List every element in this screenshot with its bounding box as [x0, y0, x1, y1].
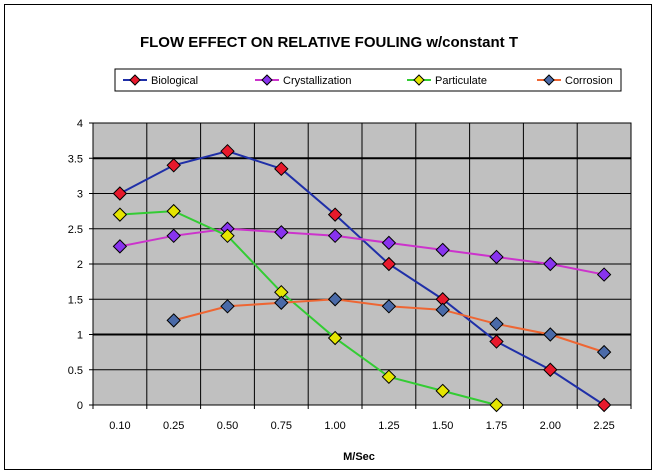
data-point	[489, 397, 504, 413]
data-point	[435, 383, 450, 399]
data-point	[327, 292, 343, 307]
data-point	[543, 327, 558, 342]
x-tick-label: 1.75	[486, 420, 507, 432]
x-tick-label: 1.25	[378, 420, 399, 432]
x-tick-label: 1.50	[432, 420, 453, 432]
chart-frame: FLOW EFFECT ON RELATIVE FOULING w/consta…	[4, 4, 652, 470]
data-point	[166, 313, 181, 328]
data-point	[543, 362, 558, 377]
data-point	[489, 334, 504, 349]
data-point	[489, 316, 504, 332]
legend-entry-corrosion: Corrosion	[537, 74, 613, 87]
y-tick-label: 3	[77, 189, 83, 201]
data-point	[596, 344, 612, 360]
y-tick-label: 4	[77, 118, 83, 130]
data-point	[596, 267, 612, 282]
legend: Biological Crystallization Particulate Corr…	[114, 68, 622, 92]
x-tick-label: 2.25	[593, 420, 614, 432]
legend-entry-crystallization: Crystallization	[255, 74, 351, 87]
data-point	[220, 228, 235, 244]
data-point	[274, 225, 289, 240]
legend-entry-particulate: Particulate	[407, 74, 487, 87]
chart-title: FLOW EFFECT ON RELATIVE FOULING w/consta…	[140, 34, 518, 51]
x-tick-label: 0.10	[109, 420, 130, 432]
x-tick-label: 0.50	[217, 420, 238, 432]
data-point	[435, 242, 450, 258]
series-biological	[112, 143, 612, 413]
data-point	[327, 330, 343, 346]
x-tick-label: 2.00	[540, 420, 561, 432]
series-line	[119, 210, 497, 406]
legend-label: Corrosion	[565, 75, 613, 87]
y-tick-label: 1	[77, 330, 83, 342]
y-tick-label: 1.5	[68, 294, 83, 306]
legend-marker	[129, 74, 141, 86]
data-point	[166, 158, 181, 173]
data-point	[112, 239, 128, 254]
data-point	[381, 299, 397, 314]
legend-label: Particulate	[435, 75, 487, 87]
data-point	[166, 228, 181, 244]
data-point	[489, 249, 504, 265]
x-tick-label: 0.75	[271, 420, 292, 432]
series-particulate	[112, 203, 504, 413]
legend-label: Crystallization	[283, 75, 351, 87]
chart-svg: FLOW EFFECT ON RELATIVE FOULING w/consta…	[68, 34, 632, 463]
data-point	[274, 295, 289, 310]
data-point	[112, 207, 128, 222]
x-tick-label: 0.25	[163, 420, 184, 432]
legend-marker	[261, 74, 273, 86]
data-point	[220, 143, 235, 159]
data-point	[596, 397, 612, 413]
data-point	[327, 228, 343, 244]
y-tick-label: 3.5	[68, 153, 83, 165]
y-tick-label: 0.5	[68, 365, 83, 377]
data-point	[327, 207, 343, 222]
legend-entry-biological: Biological	[123, 74, 198, 87]
data-point	[274, 161, 289, 177]
x-tick-label: 1.00	[324, 420, 345, 432]
legend-label: Biological	[151, 75, 198, 87]
legend-marker	[413, 74, 425, 86]
data-point	[381, 235, 397, 251]
y-tick-label: 2.5	[68, 224, 83, 236]
data-point	[112, 186, 128, 201]
data-point	[220, 299, 235, 314]
data-point	[381, 369, 397, 385]
x-axis-label: M/Sec	[343, 451, 375, 463]
legend-box	[114, 68, 622, 92]
data-point	[435, 302, 450, 318]
data-point	[381, 256, 397, 272]
y-tick-label: 0	[77, 400, 83, 412]
data-point	[166, 203, 181, 219]
series-corrosion	[166, 292, 612, 360]
series-line	[119, 227, 605, 276]
data-point	[543, 256, 558, 272]
plot-area: 0 0.5 1 1.5 2 2.5 3 3.5 4 0.10 0.25 0.50 0.75 1.00 1.2…	[68, 118, 632, 432]
y-tick-label: 2	[77, 259, 83, 271]
legend-marker	[543, 74, 555, 86]
